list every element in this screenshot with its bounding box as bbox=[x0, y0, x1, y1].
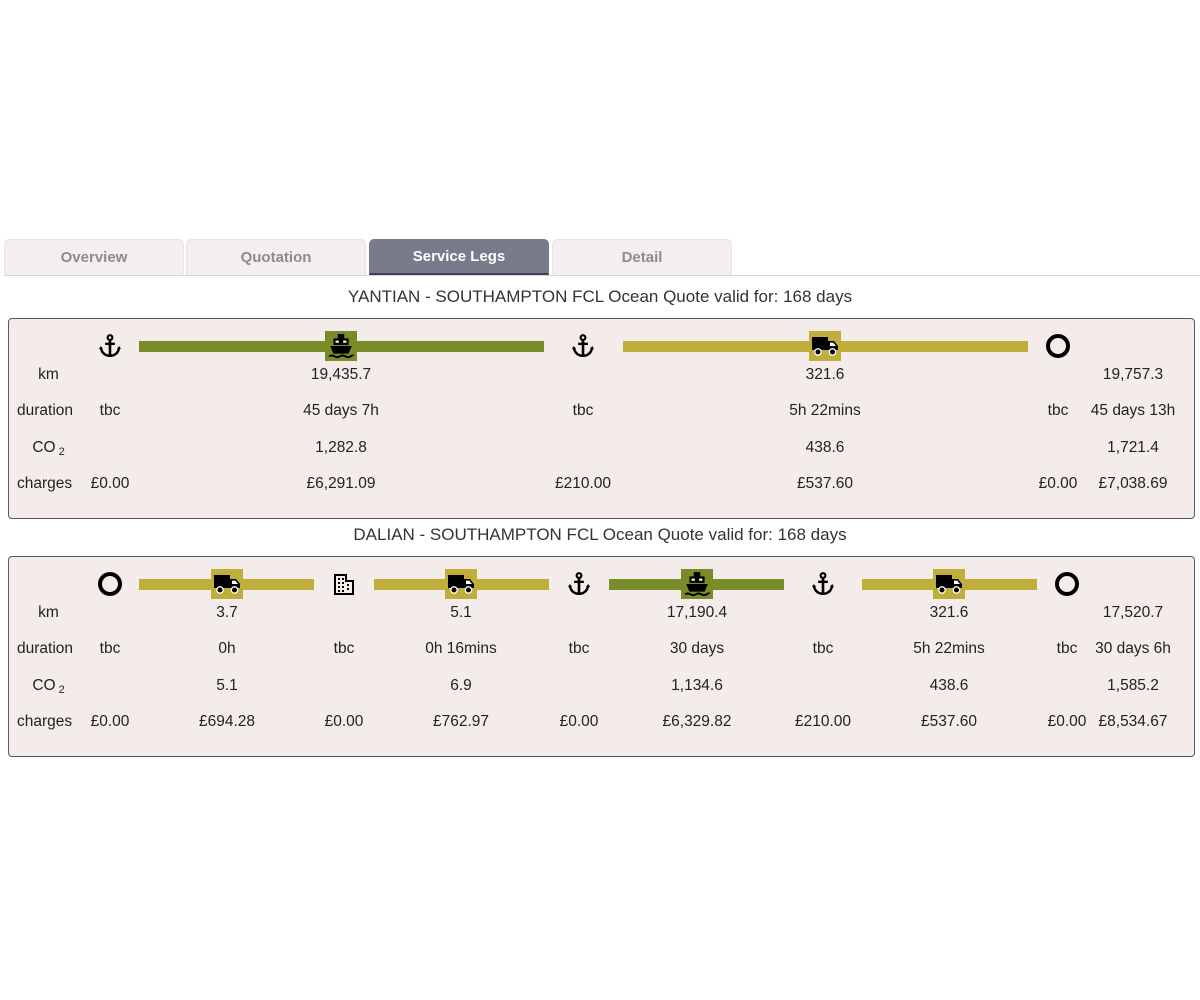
leg-co2: 1,282.8 bbox=[315, 439, 367, 456]
destination-ring-icon bbox=[1044, 332, 1072, 360]
leg-duration: 0h bbox=[218, 640, 236, 657]
service-legs-panel: km duration CO 2 charges 19,435.7 45 days … bbox=[8, 318, 1195, 519]
leg-km: 19,435.7 bbox=[310, 366, 372, 383]
total-co2: 1,721.4 bbox=[1107, 439, 1159, 456]
tab-detail[interactable]: Detail bbox=[552, 239, 732, 275]
node-charges: £210.00 bbox=[794, 713, 852, 730]
building-icon bbox=[330, 570, 358, 598]
leg-km: 321.6 bbox=[805, 366, 845, 383]
node-duration: tbc bbox=[99, 640, 121, 657]
row-label-km: km bbox=[38, 366, 59, 383]
total-duration: 30 days 6h bbox=[1095, 640, 1171, 657]
total-km: 19,757.3 bbox=[1102, 366, 1164, 383]
total-co2: 1,585.2 bbox=[1107, 677, 1159, 694]
leg-co2: 1,134.6 bbox=[671, 677, 723, 694]
row-label-co2: CO 2 bbox=[9, 677, 88, 696]
leg-charges: £6,329.82 bbox=[662, 713, 732, 730]
leg-co2: 438.6 bbox=[929, 677, 969, 694]
anchor-icon bbox=[565, 570, 593, 598]
row-label-charges: charges bbox=[17, 713, 73, 730]
leg-charges: £762.97 bbox=[432, 713, 490, 730]
node-charges: £0.00 bbox=[1047, 713, 1087, 730]
destination-ring-icon bbox=[1053, 570, 1081, 598]
row-label-duration: duration bbox=[17, 402, 74, 419]
tab-service-legs[interactable]: Service Legs bbox=[369, 239, 549, 275]
leg-duration: 5h 22mins bbox=[789, 402, 861, 419]
total-duration: 45 days 13h bbox=[1090, 402, 1176, 419]
node-charges: £0.00 bbox=[324, 713, 364, 730]
node-duration: tbc bbox=[99, 402, 121, 419]
node-duration: tbc bbox=[1047, 402, 1069, 419]
leg-km: 321.6 bbox=[929, 604, 969, 621]
co2-subscript: 2 bbox=[58, 684, 65, 696]
row-label-duration: duration bbox=[17, 640, 74, 657]
co2-subscript: 2 bbox=[58, 446, 65, 458]
row-label-co2: CO 2 bbox=[9, 439, 88, 458]
tab-divider bbox=[4, 275, 1200, 276]
truck-icon bbox=[211, 569, 243, 599]
anchor-icon bbox=[96, 332, 124, 360]
leg-co2: 6.9 bbox=[450, 677, 472, 694]
leg-duration: 0h 16mins bbox=[425, 640, 497, 657]
node-duration: tbc bbox=[812, 640, 834, 657]
node-charges: £0.00 bbox=[559, 713, 599, 730]
leg-co2: 5.1 bbox=[216, 677, 238, 694]
leg-charges: £6,291.09 bbox=[306, 475, 376, 492]
co2-label: CO bbox=[32, 439, 56, 456]
anchor-icon bbox=[809, 570, 837, 598]
node-charges: £0.00 bbox=[90, 713, 130, 730]
row-label-km: km bbox=[38, 604, 59, 621]
node-charges: £210.00 bbox=[554, 475, 612, 492]
service-legs-panel: km duration CO 2 charges 3.7 0h 5.1 £694.28 5… bbox=[8, 556, 1195, 757]
node-duration: tbc bbox=[572, 402, 594, 419]
leg-charges: £694.28 bbox=[198, 713, 256, 730]
anchor-icon bbox=[569, 332, 597, 360]
total-charges: £7,038.69 bbox=[1098, 475, 1168, 492]
node-duration: tbc bbox=[1056, 640, 1078, 657]
total-km: 17,520.7 bbox=[1102, 604, 1164, 621]
leg-charges: £537.60 bbox=[796, 475, 854, 492]
leg-km: 5.1 bbox=[450, 604, 472, 621]
tab-quotation[interactable]: Quotation bbox=[186, 239, 366, 275]
node-duration: tbc bbox=[333, 640, 355, 657]
row-label-charges: charges bbox=[17, 475, 73, 492]
truck-icon bbox=[809, 331, 841, 361]
ship-icon bbox=[681, 569, 713, 599]
co2-label: CO bbox=[32, 677, 56, 694]
leg-charges: £537.60 bbox=[920, 713, 978, 730]
node-charges: £0.00 bbox=[90, 475, 130, 492]
node-charges: £0.00 bbox=[1038, 475, 1078, 492]
origin-ring-icon bbox=[96, 570, 124, 598]
tab-overview[interactable]: Overview bbox=[4, 239, 184, 275]
leg-duration: 30 days bbox=[669, 640, 725, 657]
quote-title: YANTIAN - SOUTHAMPTON FCL Ocean Quote va… bbox=[347, 287, 853, 306]
truck-icon bbox=[933, 569, 965, 599]
total-charges: £8,534.67 bbox=[1098, 713, 1168, 730]
tab-bar: Overview Quotation Service Legs Detail bbox=[4, 239, 1200, 276]
leg-duration: 5h 22mins bbox=[913, 640, 985, 657]
leg-duration: 45 days 7h bbox=[303, 402, 379, 419]
ship-icon bbox=[325, 331, 357, 361]
leg-co2: 438.6 bbox=[805, 439, 845, 456]
truck-icon bbox=[445, 569, 477, 599]
quote-title: DALIAN - SOUTHAMPTON FCL Ocean Quote val… bbox=[353, 525, 847, 544]
leg-km: 17,190.4 bbox=[666, 604, 728, 621]
leg-km: 3.7 bbox=[216, 604, 238, 621]
node-duration: tbc bbox=[568, 640, 590, 657]
